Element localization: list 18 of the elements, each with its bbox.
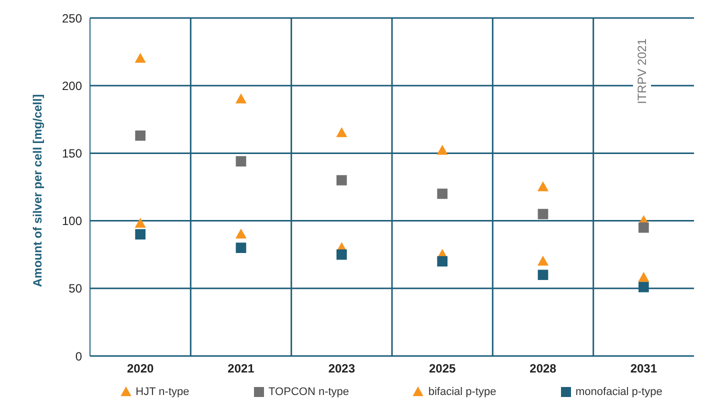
y-axis-title: Amount of silver per cell [mg/cell] bbox=[30, 94, 44, 287]
y-tick-label: 0 bbox=[75, 349, 82, 364]
legend-label: TOPCON n-type bbox=[268, 386, 350, 398]
x-tick-label: 2021 bbox=[228, 362, 255, 376]
y-tick-label: 50 bbox=[68, 282, 82, 296]
x-tick-label: 2020 bbox=[126, 362, 154, 376]
x-tick-label: 2031 bbox=[630, 362, 658, 376]
x-tick-label: 2025 bbox=[428, 362, 456, 376]
legend-label: bifacial p-type bbox=[427, 386, 496, 398]
y-tick-label: 100 bbox=[62, 214, 82, 228]
annotation: ITRPV 2021 bbox=[633, 34, 651, 108]
y-tick-label: 200 bbox=[62, 78, 82, 93]
y-tick-label: 150 bbox=[62, 146, 82, 160]
legend-label: HJT n-type bbox=[134, 386, 190, 398]
x-tick-label: 2028 bbox=[530, 362, 557, 376]
y-tick-label: 250 bbox=[62, 11, 82, 26]
legend-label: monofacial p-type bbox=[574, 386, 662, 398]
x-tick-label: 2023 bbox=[328, 362, 356, 376]
